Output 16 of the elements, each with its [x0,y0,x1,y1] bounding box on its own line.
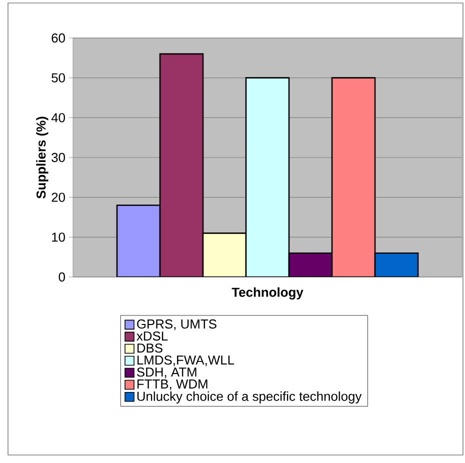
legend-label: DBS [137,343,162,353]
y-axis-title: Suppliers (%) [36,116,48,198]
y-tick-label: 60 [52,33,65,43]
legend-label: GPRS, UMTS [137,319,216,330]
y-tick-label: 30 [52,152,65,162]
y-tick-label: 40 [51,113,65,122]
y-tick-label: 50 [52,73,65,82]
y-tick-label: 10 [52,232,65,242]
legend-label: SDH, ATM [136,368,196,378]
legend-label: xDSL [136,331,168,341]
y-tick-label: 20 [52,192,65,202]
y-tick-label: 0 [58,272,65,282]
legend-label: Unlucky choice of a specific technology [137,391,362,404]
legend-label: FTTB, WDM [137,380,208,390]
legend-label: LMDS,FWA,WLL [137,355,234,366]
x-axis-title: Technology [232,287,304,300]
